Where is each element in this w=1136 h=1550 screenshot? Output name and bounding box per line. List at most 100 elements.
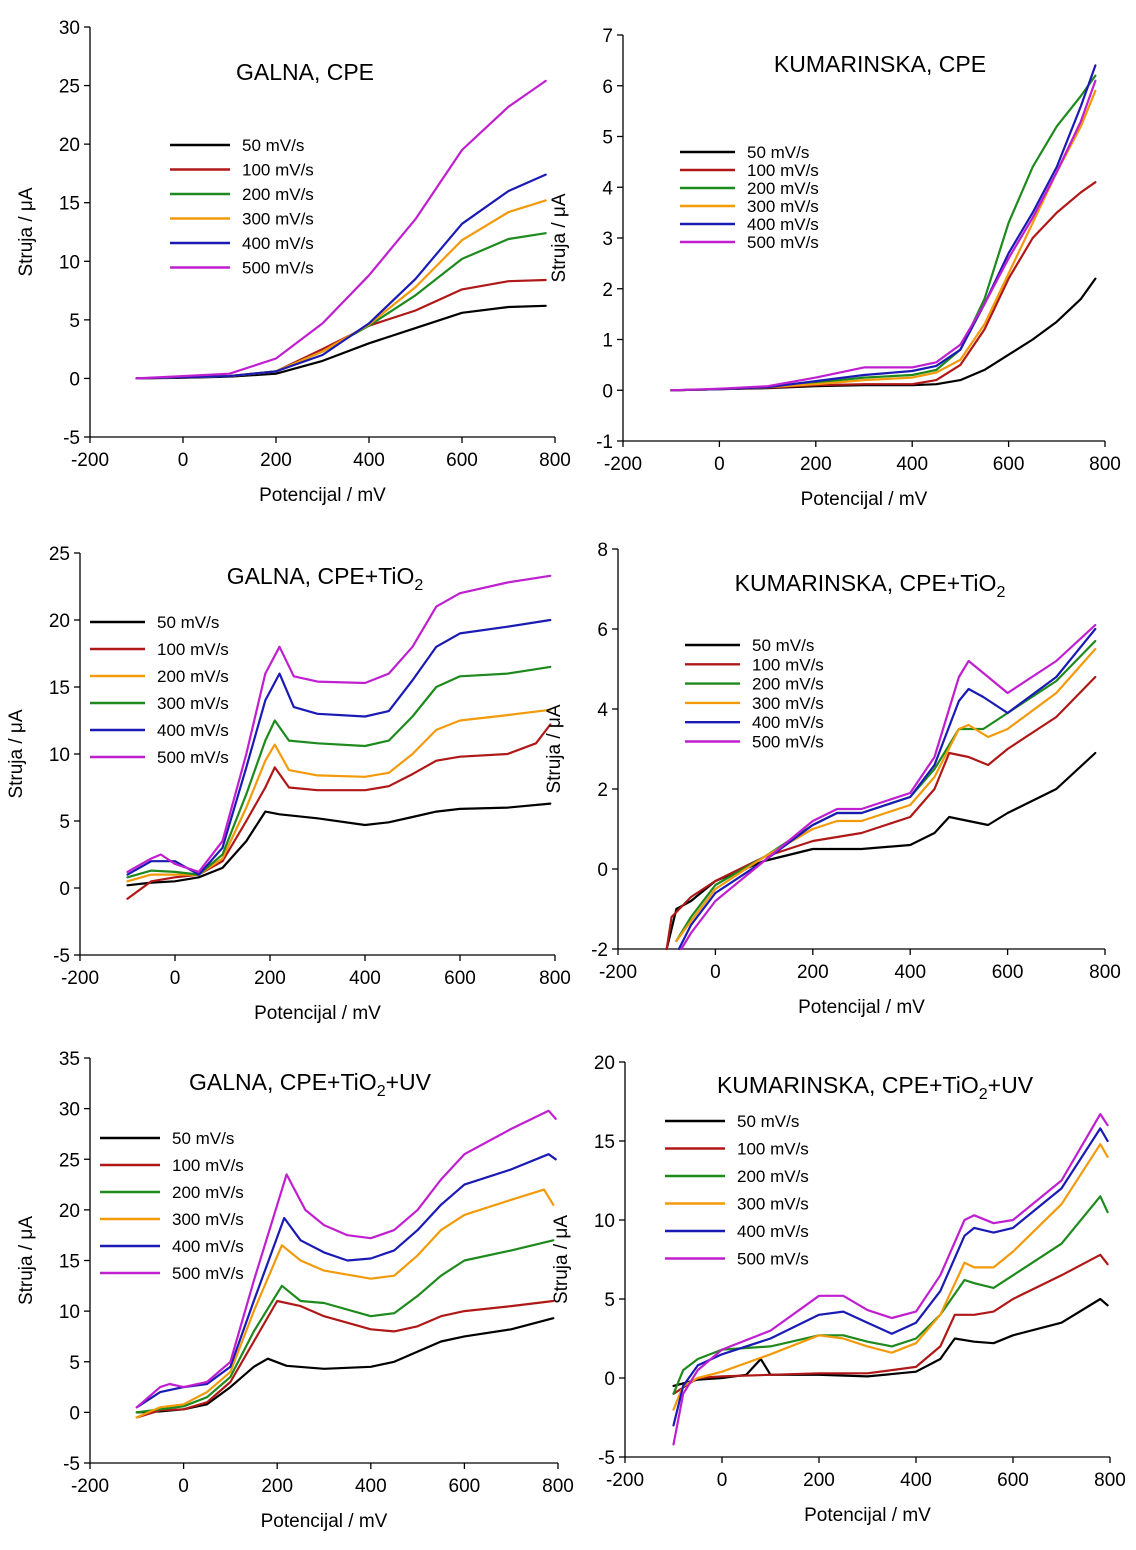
x-axis-label: Potencijal / mV [801,489,928,510]
y-tick-label: -5 [53,946,70,967]
y-axis-label: Struja / μA [544,704,565,793]
series-line-400 [135,173,547,380]
legend-label: 400 mV/s [752,713,824,732]
legend-label: 500 mV/s [242,259,314,278]
y-tick-label: 6 [597,620,608,641]
chart-panel-2: -1 0 1 2 3 4 5 6 7 -200 0 200 400 600 800 Potencijal / … [549,26,1121,510]
legend-label: 300 mV/s [172,1210,244,1229]
x-tick-label: 600 [444,968,476,989]
legend-label: 100 mV/s [737,1140,809,1159]
legend-label: 50 mV/s [737,1112,799,1131]
y-tick-label: 7 [602,26,613,47]
y-tick-label: 10 [59,1302,80,1323]
legend-label: 500 mV/s [737,1250,809,1269]
series-line-400 [135,1153,557,1409]
y-tick-label: 5 [59,812,70,833]
y-tick-label: 0 [69,369,80,390]
legend-label: 100 mV/s [752,655,824,674]
y-tick-label: 5 [602,128,613,149]
series-line-500 [135,1109,557,1409]
x-axis-label: Potencijal / mV [804,1505,931,1526]
y-tick-label: -5 [63,1454,80,1475]
legend-label: 200 mV/s [157,667,229,686]
x-tick-label: -200 [606,1470,644,1491]
y-tick-label: -5 [598,1448,615,1469]
y-tick-label: 4 [602,178,613,199]
y-tick-label: 6 [602,77,613,98]
y-tick-label: 25 [49,544,70,565]
legend-label: 200 mV/s [747,179,819,198]
y-tick-label: 3 [602,229,613,250]
y-tick-label: 25 [59,77,80,98]
x-tick-label: 200 [800,454,832,475]
y-tick-label: 30 [59,18,80,39]
x-tick-label: 0 [178,450,189,471]
x-tick-label: 800 [1089,454,1121,475]
x-tick-label: 800 [539,968,571,989]
y-tick-label: 30 [59,1100,80,1121]
chart-title: KUMARINSKA, CPE [774,51,986,77]
x-tick-label: 400 [894,962,926,983]
legend-label: 500 mV/s [157,748,229,767]
legend-label: 400 mV/s [242,234,314,253]
chart-title: GALNA, CPE [236,59,374,85]
x-tick-label: 600 [997,1470,1029,1491]
y-tick-label: 0 [597,860,608,881]
legend-label: 500 mV/s [172,1264,244,1283]
legend-label: 50 mV/s [172,1129,234,1148]
series-line-300 [672,1143,1109,1411]
y-tick-label: 10 [594,1211,615,1232]
chart-panel-1: -5 0 5 10 15 20 25 30 -200 0 200 400 600 800 Potencija… [16,18,571,506]
x-tick-label: 600 [449,1476,481,1497]
y-tick-label: 15 [49,678,70,699]
chart-title: KUMARINSKA, CPE+TiO2+UV [717,1072,1034,1103]
series-line-300 [675,647,1097,943]
legend-label: 100 mV/s [172,1156,244,1175]
y-tick-label: 20 [59,135,80,156]
legend-label: 300 mV/s [752,694,824,713]
series-line-200 [135,1239,555,1414]
x-tick-label: 800 [1094,1470,1126,1491]
series-line-50 [126,802,552,887]
y-tick-label: 35 [59,1049,80,1070]
legend-label: 200 mV/s [172,1183,244,1202]
y-tick-label: 8 [597,540,608,561]
y-tick-label: 20 [594,1053,615,1074]
series-line-300 [135,199,547,380]
legend-label: 50 mV/s [157,613,219,632]
series-line-100 [665,675,1097,951]
x-tick-label: 200 [260,450,292,471]
y-tick-label: 2 [602,280,613,301]
y-tick-label: 1 [602,331,613,352]
legend-label: 200 mV/s [752,675,824,694]
legend-label: 50 mV/s [747,143,809,162]
series-line-100 [672,1253,1109,1395]
y-tick-label: 25 [59,1150,80,1171]
x-tick-label: -200 [61,968,99,989]
series-line-100 [135,1299,555,1419]
y-tick-label: 5 [69,1353,80,1374]
x-axis-label: Potencijal / mV [254,1003,381,1024]
x-tick-label: -200 [599,962,637,983]
series-line-200 [135,232,547,380]
x-tick-label: 800 [1089,962,1121,983]
legend-label: 400 mV/s [172,1237,244,1256]
legend-label: 50 mV/s [242,136,304,155]
series-line-400 [672,1127,1109,1427]
x-tick-label: 0 [710,962,721,983]
y-tick-label: 15 [59,1252,80,1273]
legend-label: 50 mV/s [752,636,814,655]
legend-label: 300 mV/s [737,1195,809,1214]
y-tick-label: 20 [59,1201,80,1222]
legend-label: 400 mV/s [157,721,229,740]
x-tick-label: 400 [349,968,381,989]
y-tick-label: 10 [59,252,80,273]
x-tick-label: 400 [355,1476,387,1497]
y-tick-label: -5 [63,428,80,449]
x-tick-label: 400 [900,1470,932,1491]
x-tick-label: 600 [446,450,478,471]
x-tick-label: 600 [992,962,1024,983]
